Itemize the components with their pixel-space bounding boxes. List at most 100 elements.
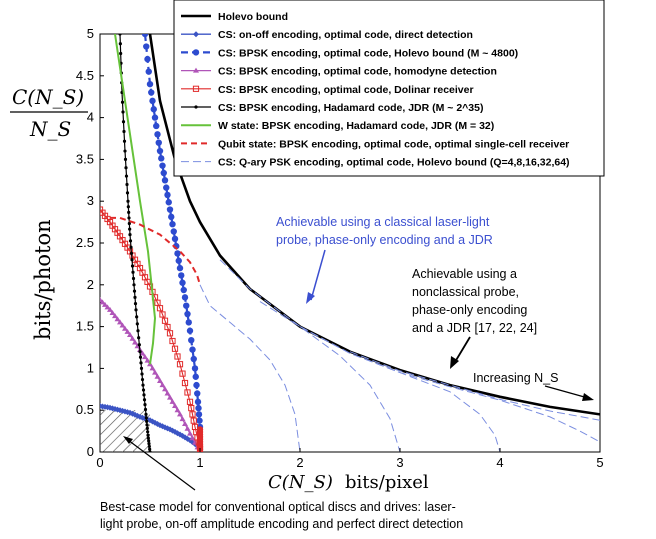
series-marker (146, 433, 150, 437)
series-marker (186, 398, 194, 405)
series-marker (164, 390, 171, 396)
series-marker (196, 417, 203, 424)
legend-label: CS: on-off encoding, optimal code, direc… (218, 29, 473, 41)
series-marker (151, 114, 159, 121)
annotation-nonclassical-line-3: phase-only encoding (412, 303, 527, 317)
series-marker (190, 355, 197, 363)
series-marker (169, 220, 176, 228)
series-marker (189, 435, 196, 441)
series-marker (119, 322, 126, 328)
annotation-classical-arrow (310, 249, 326, 301)
series-marker (149, 365, 156, 371)
series-marker (171, 235, 179, 243)
series-marker (122, 139, 127, 143)
series-marker (171, 345, 179, 352)
series-marker (177, 411, 183, 417)
series-marker (123, 157, 128, 161)
x-tick-label: 3 (396, 455, 403, 470)
series-marker (148, 450, 152, 452)
series-marker (104, 304, 111, 310)
y-tick-label: 4 (87, 110, 94, 125)
series-8 (199, 259, 600, 452)
series-marker (126, 205, 130, 209)
series-marker (153, 122, 160, 130)
series-marker (107, 306, 113, 312)
series-marker (194, 390, 201, 397)
series-marker (185, 319, 192, 326)
series-marker (128, 239, 133, 243)
series-marker (192, 373, 199, 380)
series-marker (146, 430, 150, 434)
series-marker (112, 313, 118, 319)
legend-box (173, 0, 605, 177)
series-marker (154, 373, 161, 379)
series-marker (145, 68, 152, 75)
increasing-ns-arrow (544, 385, 589, 399)
series-marker (165, 199, 172, 206)
series-marker (149, 97, 156, 105)
series-marker (144, 416, 148, 420)
series-marker (168, 213, 175, 221)
series-marker (128, 233, 132, 237)
series-marker (138, 355, 143, 359)
series-marker (184, 389, 191, 396)
series-marker (194, 398, 202, 406)
series-marker (133, 302, 138, 306)
series-branch-line (299, 326, 600, 443)
series-3 (100, 296, 202, 452)
series-marker (129, 335, 136, 341)
legend-label: Holevo bound (218, 11, 288, 23)
series-marker (159, 382, 166, 388)
series-marker (135, 322, 139, 326)
series-marker (145, 419, 149, 423)
series-marker (195, 404, 202, 412)
legend-label: CS: BPSK encoding, optimal code, Holevo … (218, 47, 518, 59)
series-marker (117, 319, 123, 325)
series-marker (142, 354, 148, 360)
annotation-nonclassical-line-4: and a JDR [17, 22, 24] (412, 321, 537, 335)
series-marker (170, 228, 177, 235)
series-marker (125, 182, 129, 187)
annotation-nonclassical-arrowhead (450, 356, 459, 369)
series-marker (138, 350, 142, 354)
x-axis-math-label: C(N_S) (268, 472, 333, 493)
series-marker (161, 317, 169, 324)
series-marker (137, 336, 141, 340)
series-marker (145, 423, 149, 427)
series-marker (175, 257, 182, 264)
series-marker (161, 177, 169, 184)
annotation-classical: Achievable using a classical laser-light… (276, 215, 493, 247)
series-marker (143, 407, 148, 412)
legend-label: CS: BPSK encoding, optimal code, homodyn… (218, 66, 497, 78)
series-marker (172, 403, 178, 409)
series-marker (169, 337, 176, 345)
series-marker (163, 184, 170, 191)
series-marker (189, 411, 196, 418)
series-marker (192, 85, 200, 92)
y-tick-label: 0.5 (76, 402, 94, 417)
increasing-ns-arrowhead (582, 393, 594, 401)
legend-label: CS: Q-ary PSK encoding, optimal code, Ho… (218, 157, 570, 169)
series-7 (110, 216, 201, 286)
series-line (110, 216, 201, 286)
series-marker (174, 250, 181, 257)
annotation-increasing-ns: Increasing N_S (473, 371, 558, 385)
series-marker (178, 272, 185, 279)
legend: Holevo bound CS: on-off encoding, optimal… (173, 0, 605, 177)
series-marker (121, 120, 126, 124)
annotation-nonclassical-arrow (454, 336, 471, 363)
series-marker (124, 166, 128, 170)
annotation-classical-line-1: Achievable using a classical laser-light (276, 215, 490, 229)
series-marker (131, 270, 135, 274)
series-marker (176, 361, 184, 368)
series-marker (148, 447, 152, 451)
annotation-best-case: Best-case model for conventional optical… (100, 500, 463, 531)
series-marker (144, 357, 151, 363)
y-axis-fraction-denominator: N_S (29, 117, 71, 141)
series-marker (127, 331, 133, 337)
series-marker (147, 442, 151, 446)
series-marker (166, 330, 174, 337)
series-marker (119, 51, 123, 56)
series-marker (174, 407, 181, 413)
